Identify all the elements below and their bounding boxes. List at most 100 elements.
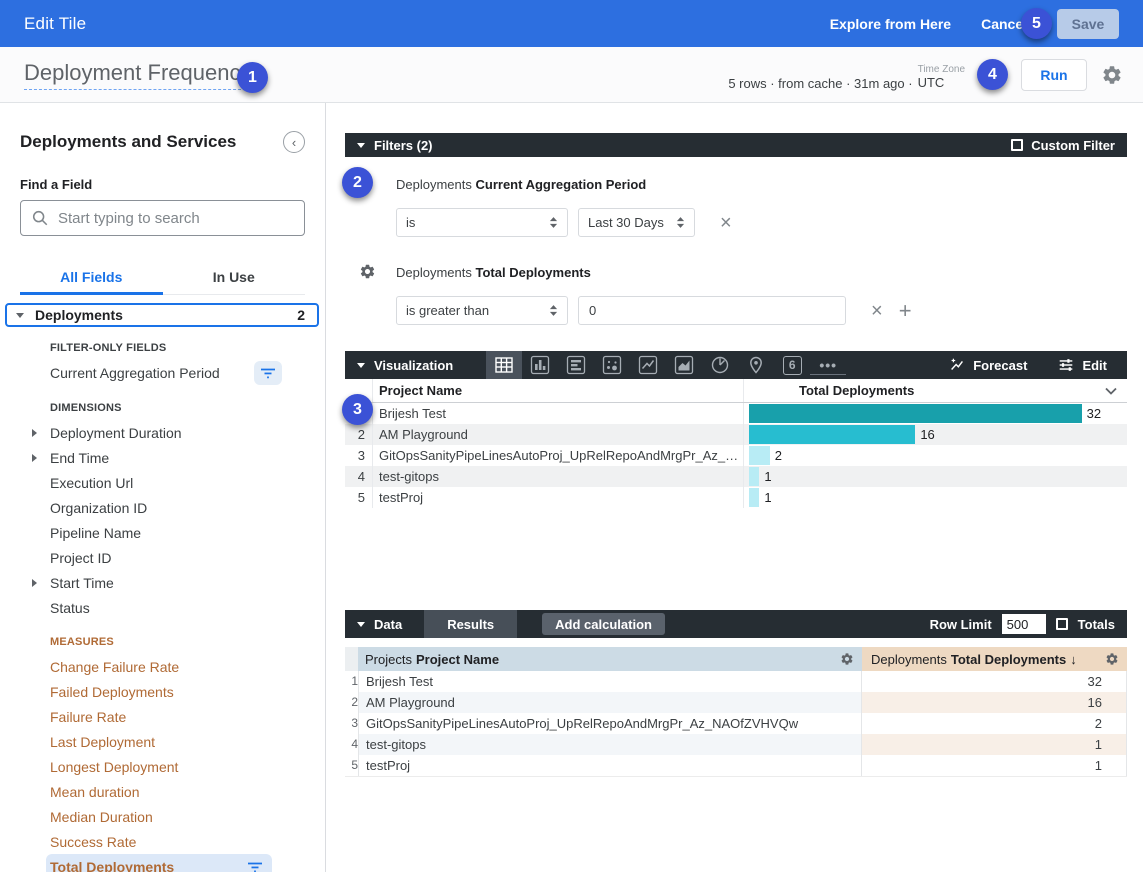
column-header-total-deployments[interactable]: Deployments Total Deployments ↓ xyxy=(862,647,1127,671)
viz-type-line-chart-icon[interactable] xyxy=(630,351,666,379)
annotation-badge-4: 4 xyxy=(977,59,1008,90)
tab-in-use[interactable]: In Use xyxy=(212,269,255,285)
field-group-count: 2 xyxy=(297,307,305,323)
results-row[interactable]: 3 GitOpsSanityPipeLinesAutoProj_UpRelRep… xyxy=(345,713,1127,734)
column-menu-chevron-icon[interactable] xyxy=(1105,387,1117,395)
viz-type-table-icon[interactable] xyxy=(486,351,523,379)
viz-table-row[interactable]: 5 testProj 1 xyxy=(345,487,1127,508)
select-updown-icon xyxy=(676,217,685,228)
filter-active-chip[interactable] xyxy=(254,360,282,385)
field-pipeline-name[interactable]: Pipeline Name xyxy=(50,520,282,545)
viz-table-row[interactable]: 1 Brijesh Test 32 xyxy=(345,403,1127,424)
field-label: Organization ID xyxy=(50,499,148,516)
viz-type-column-chart-icon[interactable] xyxy=(522,351,558,379)
forecast-button[interactable]: Forecast xyxy=(948,356,1027,374)
field-failed-deployments[interactable]: Failed Deployments xyxy=(50,679,282,704)
field-total-deployments-selected[interactable]: Total Deployments xyxy=(46,854,272,872)
tab-all-fields[interactable]: All Fields xyxy=(20,260,163,295)
field-deployment-duration[interactable]: Deployment Duration xyxy=(32,420,282,445)
field-label: Pipeline Name xyxy=(50,524,142,541)
viz-col-total-deployments[interactable]: Total Deployments xyxy=(744,379,1127,402)
caret-right-icon[interactable] xyxy=(32,578,37,587)
field-search-box[interactable] xyxy=(20,200,305,236)
app-bar-actions: Explore from Here Cancel Save xyxy=(829,8,1119,39)
explore-from-here-link[interactable]: Explore from Here xyxy=(829,15,952,32)
field-status[interactable]: Status xyxy=(50,595,282,620)
field-label: Deployment Duration xyxy=(50,424,182,441)
timezone-value[interactable]: UTC xyxy=(917,74,945,90)
field-search-input[interactable] xyxy=(58,209,294,227)
filter-icon[interactable] xyxy=(246,860,264,872)
custom-filter-checkbox[interactable] xyxy=(1011,139,1024,151)
bar-value-label: 1 xyxy=(764,469,772,484)
filter-operator-select[interactable]: is xyxy=(396,208,568,237)
viz-type-more-icon[interactable]: ••• xyxy=(810,355,847,375)
filter-row-1-controls: is Last 30 Days × xyxy=(396,208,1127,237)
column-header-project-name[interactable]: Projects Project Name xyxy=(358,647,862,671)
field-end-time[interactable]: End Time xyxy=(32,445,282,470)
edit-viz-button[interactable]: Edit xyxy=(1057,356,1107,374)
filter-field-name: Current Aggregation Period xyxy=(475,177,647,192)
field-median-duration[interactable]: Median Duration xyxy=(50,804,282,829)
column-gear-icon[interactable] xyxy=(1105,652,1119,666)
viz-type-scatter-icon[interactable] xyxy=(594,351,630,379)
filter-operator-select[interactable]: is greater than xyxy=(396,296,568,325)
save-button[interactable]: Save xyxy=(1057,8,1119,39)
remove-filter-icon[interactable]: × xyxy=(720,211,732,234)
viz-table-row[interactable]: 3 GitOpsSanityPipeLinesAutoProj_UpRelRep… xyxy=(345,445,1127,466)
total-deployments-cell: 1 xyxy=(862,734,1127,755)
field-group-deployments[interactable]: Deployments 2 xyxy=(5,303,319,327)
field-start-time[interactable]: Start Time xyxy=(32,570,282,595)
visualization-section-bar[interactable]: Visualization 6 ••• Forecast xyxy=(345,351,1127,379)
caret-right-icon[interactable] xyxy=(32,428,37,437)
filters-section-bar[interactable]: Filters (2) Custom Filter xyxy=(345,133,1127,157)
chevron-down-icon xyxy=(357,362,365,368)
field-execution-url[interactable]: Execution Url xyxy=(50,470,282,495)
viz-type-area-chart-icon[interactable] xyxy=(666,351,702,379)
project-name-cell: testProj xyxy=(358,755,862,776)
viz-type-map-icon[interactable] xyxy=(738,351,774,379)
chevron-down-icon xyxy=(16,312,24,318)
viz-table-body: 1 Brijesh Test 32 2 AM Playground 16 3 G… xyxy=(345,403,1127,508)
collapse-sidebar-button[interactable]: ‹ xyxy=(283,131,305,153)
field-project-id[interactable]: Project ID xyxy=(50,545,282,570)
caret-right-icon[interactable] xyxy=(32,453,37,462)
viz-type-bar-chart-icon[interactable] xyxy=(558,351,594,379)
tile-title[interactable]: Deployment Frequency xyxy=(24,60,252,90)
totals-checkbox[interactable] xyxy=(1055,618,1068,630)
field-success-rate[interactable]: Success Rate xyxy=(50,829,282,854)
filter-gear-icon[interactable] xyxy=(359,263,376,280)
row-limit-input[interactable] xyxy=(1001,614,1046,634)
annotation-badge-1: 1 xyxy=(237,62,268,93)
viz-col-project-name[interactable]: Project Name xyxy=(373,379,744,402)
viz-table-row[interactable]: 4 test-gitops 1 xyxy=(345,466,1127,487)
query-settings-gear-icon[interactable] xyxy=(1101,64,1123,86)
filter-value-input[interactable] xyxy=(578,296,846,325)
tab-results[interactable]: Results xyxy=(424,610,518,638)
field-change-failure-rate[interactable]: Change Failure Rate xyxy=(50,654,282,679)
data-section-toggle[interactable]: Data xyxy=(345,617,414,632)
results-row[interactable]: 1 Brijesh Test 32 xyxy=(345,671,1127,692)
field-failure-rate[interactable]: Failure Rate xyxy=(50,704,282,729)
bar-value-label: 1 xyxy=(764,490,772,505)
add-calculation-button[interactable]: Add calculation xyxy=(542,613,665,635)
field-current-aggregation-period[interactable]: Current Aggregation Period xyxy=(50,360,282,385)
add-filter-icon[interactable]: + xyxy=(898,297,912,323)
viz-type-pie-chart-icon[interactable] xyxy=(702,351,738,379)
cancel-link[interactable]: Cancel xyxy=(981,15,1027,32)
viz-table-row[interactable]: 2 AM Playground 16 xyxy=(345,424,1127,445)
results-row[interactable]: 5 testProj 1 xyxy=(345,755,1127,776)
filter-value-select[interactable]: Last 30 Days xyxy=(578,208,695,237)
viz-type-single-value-icon[interactable]: 6 xyxy=(774,351,810,379)
annotation-badge-2: 2 xyxy=(342,167,373,198)
field-longest-deployment[interactable]: Longest Deployment xyxy=(50,754,282,779)
field-organization-id[interactable]: Organization ID xyxy=(50,495,282,520)
remove-filter-icon[interactable]: × xyxy=(871,299,883,322)
field-last-deployment[interactable]: Last Deployment xyxy=(50,729,282,754)
field-mean-duration[interactable]: Mean duration xyxy=(50,779,282,804)
results-row[interactable]: 2 AM Playground 16 xyxy=(345,692,1127,713)
results-row[interactable]: 4 test-gitops 1 xyxy=(345,734,1127,755)
column-gear-icon[interactable] xyxy=(840,652,854,666)
run-button[interactable]: Run xyxy=(1021,58,1087,91)
